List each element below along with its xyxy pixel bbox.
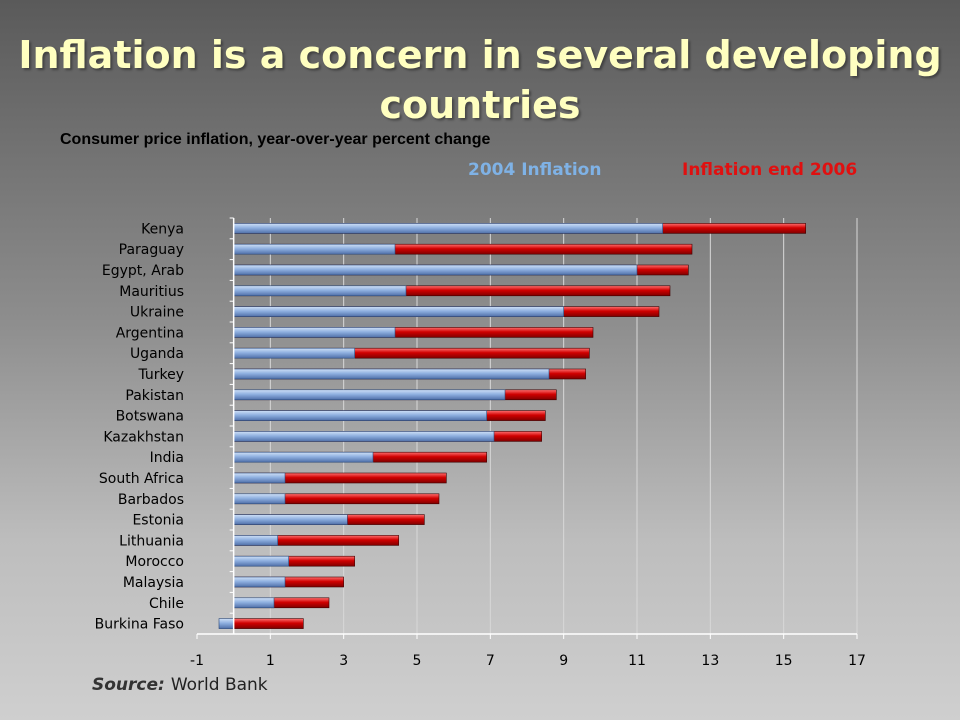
x-tick-label: 5 xyxy=(413,653,422,669)
bar-2004-inflation xyxy=(233,493,286,505)
bar-2004-inflation xyxy=(233,451,374,463)
x-tick-label: 11 xyxy=(628,653,646,669)
source-label: Source: xyxy=(92,675,165,695)
bar-2004-inflation xyxy=(233,514,348,525)
chart-axes xyxy=(196,217,858,639)
x-tick-label: 13 xyxy=(701,653,719,669)
category-label: Ukraine xyxy=(130,305,184,321)
x-tick-label: 9 xyxy=(559,653,568,669)
x-tick-label: 7 xyxy=(486,653,495,669)
category-label: Barbados xyxy=(118,492,184,508)
bar-2004-inflation xyxy=(233,306,564,317)
slide-title: Inflation is a concern in several develo… xyxy=(18,33,942,127)
bar-2004-inflation xyxy=(233,389,506,401)
bar-2004-inflation xyxy=(233,285,407,297)
x-tick-label: 15 xyxy=(775,653,793,669)
category-label: Chile xyxy=(149,596,184,612)
bar-2004-inflation xyxy=(233,535,278,546)
category-label: Mauritius xyxy=(119,284,184,300)
chart-gridlines xyxy=(269,218,858,634)
bar-2004-inflation xyxy=(233,576,286,588)
bar-2004-inflation xyxy=(233,368,550,380)
category-label: Kenya xyxy=(141,221,184,237)
x-tick-label: -1 xyxy=(190,653,204,669)
bar-2004-inflation xyxy=(233,410,487,421)
x-tick-label: 3 xyxy=(339,653,348,669)
category-label: Egypt, Arab xyxy=(102,263,184,279)
bar-2004-inflation xyxy=(233,243,396,255)
bar-2004-inflation xyxy=(233,472,286,484)
category-label: Argentina xyxy=(116,325,184,341)
category-label: Pakistan xyxy=(125,388,184,404)
legend-2004-inflation: 2004 Inflation xyxy=(468,160,602,180)
category-label: Botswana xyxy=(116,409,184,425)
legend-inflation-end-2006: Inflation end 2006 xyxy=(682,160,858,180)
bar-2004-inflation xyxy=(233,597,275,609)
bar-2004-inflation xyxy=(218,618,234,629)
chart-subtitle: Consumer price inflation, year-over-year… xyxy=(60,131,491,148)
bar-2004-inflation xyxy=(233,347,355,359)
bar-inflation-end-2006 xyxy=(233,618,304,629)
x-tick-label: 1 xyxy=(266,653,275,669)
category-label: Morocco xyxy=(125,554,184,570)
bar-2004-inflation xyxy=(233,327,396,338)
source-note: Source: World Bank xyxy=(92,675,268,695)
category-label: Uganda xyxy=(130,346,184,362)
bar-2004-inflation xyxy=(233,431,495,442)
category-label: Malaysia xyxy=(123,575,184,591)
category-label: Kazakhstan xyxy=(103,429,184,445)
bar-2004-inflation xyxy=(233,223,663,234)
category-label: Burkina Faso xyxy=(95,617,184,633)
chart-bars xyxy=(218,223,806,629)
category-label: Lithuania xyxy=(119,533,184,549)
category-label: Paraguay xyxy=(119,242,184,258)
category-label: Estonia xyxy=(132,513,184,529)
bar-2004-inflation xyxy=(233,555,289,567)
x-tick-label: 17 xyxy=(848,653,866,669)
category-label: Turkey xyxy=(137,367,184,383)
category-label: India xyxy=(150,450,184,466)
bar-2004-inflation xyxy=(233,264,638,276)
category-label: South Africa xyxy=(99,471,184,487)
source-text: World Bank xyxy=(170,675,268,695)
